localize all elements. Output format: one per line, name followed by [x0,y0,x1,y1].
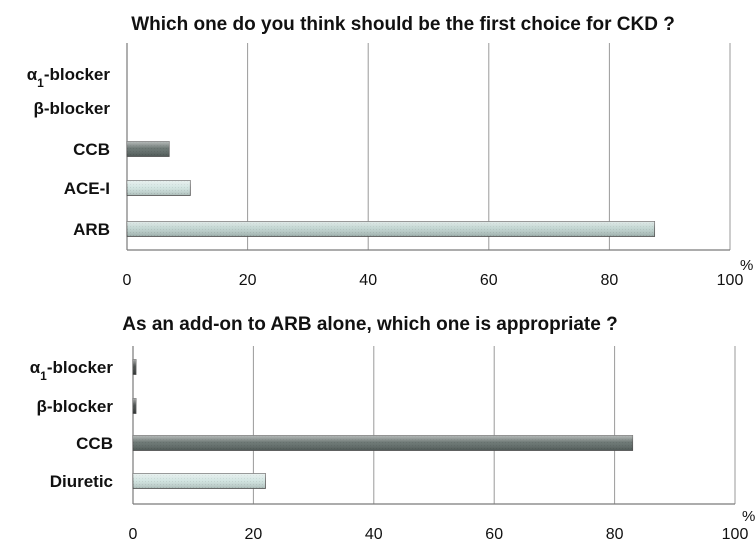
bar [126,221,656,237]
x-tick-label: 60 [485,526,503,540]
category-label: β-blocker [36,397,113,416]
category-label: Diuretic [50,472,113,491]
chart-title: Which one do you think should be the fir… [131,14,675,35]
category-label: α1-blocker [27,65,111,90]
x-tick-label: 100 [722,526,749,540]
x-tick-label: 100 [717,272,744,289]
bar [132,435,634,451]
bar [132,359,137,375]
bar [126,180,191,196]
x-tick-label: 20 [239,272,257,289]
x-tick-label: 60 [480,272,498,289]
x-tick-label: 0 [123,272,132,289]
category-label: ACE-I [64,179,110,198]
category-label: β-blocker [33,99,110,118]
x-tick-label: 0 [129,526,138,540]
x-tick-label: 40 [359,272,377,289]
x-tick-label: 80 [601,272,619,289]
category-label: α1-blocker [30,358,114,383]
x-tick-label: 20 [245,526,263,540]
x-tick-label: 40 [365,526,383,540]
chart-title: As an add-on to ARB alone, which one is … [122,314,617,335]
chart-2: As an add-on to ARB alone, which one is … [30,314,755,540]
category-label: ARB [73,220,110,239]
axis-unit-label: % [742,508,755,525]
bar [132,473,266,489]
category-label: CCB [76,434,113,453]
category-label: CCB [73,140,110,159]
x-tick-label: 80 [606,526,624,540]
chart-1: Which one do you think should be the fir… [27,14,754,289]
bar [126,141,170,157]
axis-unit-label: % [740,257,753,274]
bar [132,398,137,414]
